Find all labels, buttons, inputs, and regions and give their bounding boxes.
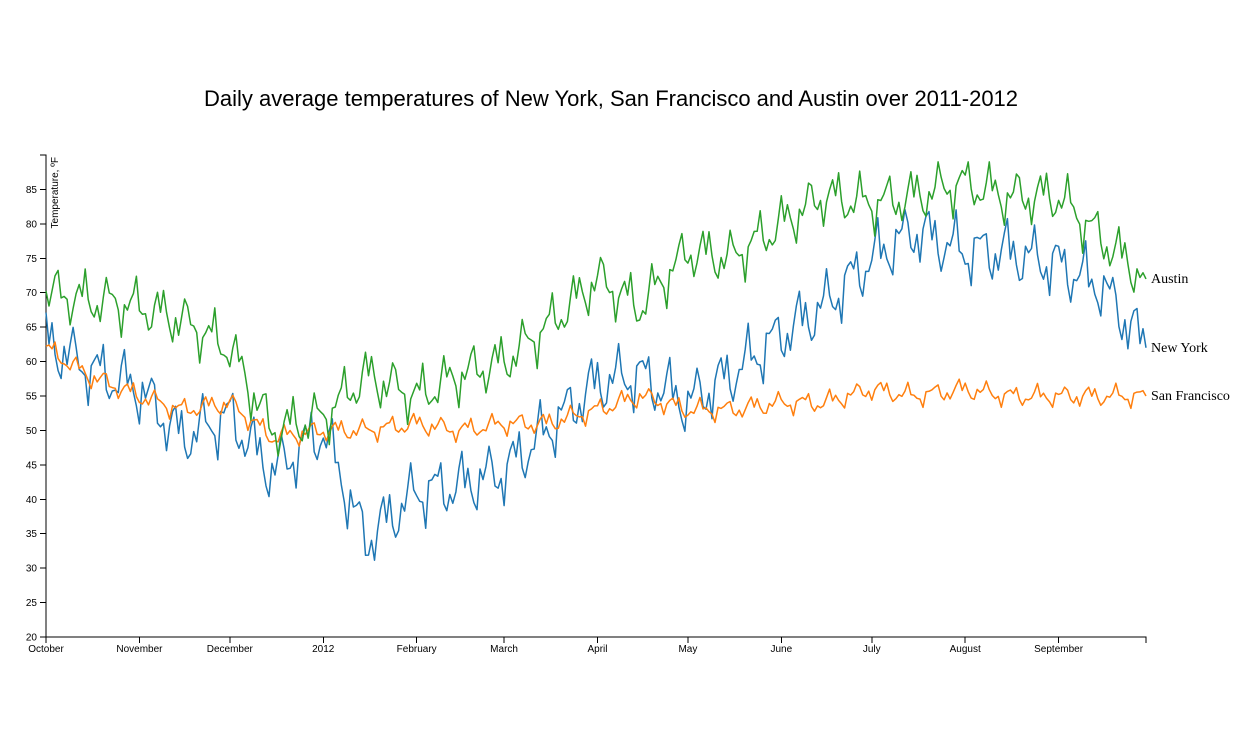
x-axis: October November December 2012 February March… <box>28 636 1147 655</box>
series-line-san-francisco <box>45 341 1147 447</box>
x-tick-label: February <box>397 644 437 655</box>
y-tick-label: 25 <box>26 598 38 609</box>
x-tick-label: August <box>950 644 981 655</box>
y-axis-label: Temperature, ºF <box>50 157 61 228</box>
series-label-austin: Austin <box>1151 272 1188 287</box>
series-labels: New York San Francisco Austin <box>1151 272 1230 404</box>
x-tick-label: September <box>1034 644 1084 655</box>
y-tick-label: 30 <box>26 564 38 575</box>
y-tick-label: 80 <box>26 219 38 230</box>
x-tick-label: 2012 <box>312 644 335 655</box>
y-tick-label: 45 <box>26 460 38 471</box>
y-tick-label: 85 <box>26 185 38 196</box>
y-axis: 20 25 30 35 40 45 50 55 60 65 70 75 80 85 <box>26 154 47 644</box>
y-tick-label: 70 <box>26 288 38 299</box>
y-tick-label: 35 <box>26 529 38 540</box>
y-tick-label: 65 <box>26 323 38 334</box>
series-label-san-francisco: San Francisco <box>1151 389 1230 404</box>
series-label-new-york: New York <box>1151 341 1208 356</box>
chart-title: Daily average temperatures of New York, … <box>203 86 1019 111</box>
y-tick-label: 20 <box>26 633 38 644</box>
series-line-austin <box>45 161 1147 457</box>
x-tick-label: March <box>490 644 518 655</box>
x-tick-label: May <box>678 644 697 655</box>
x-tick-label: October <box>28 644 64 655</box>
series-lines <box>45 161 1147 561</box>
series-line-new-york <box>45 208 1147 561</box>
y-tick-label: 60 <box>26 357 38 368</box>
x-axis-line <box>45 636 1147 643</box>
y-tick-label: 50 <box>26 426 38 437</box>
x-tick-label: November <box>116 644 163 655</box>
x-tick-label: June <box>770 644 792 655</box>
x-tick-label: July <box>863 644 881 655</box>
y-tick-label: 55 <box>26 392 38 403</box>
x-tick-label: December <box>207 644 254 655</box>
y-tick-label: 40 <box>26 495 38 506</box>
y-tick-label: 75 <box>26 254 38 265</box>
x-tick-label: April <box>587 644 607 655</box>
